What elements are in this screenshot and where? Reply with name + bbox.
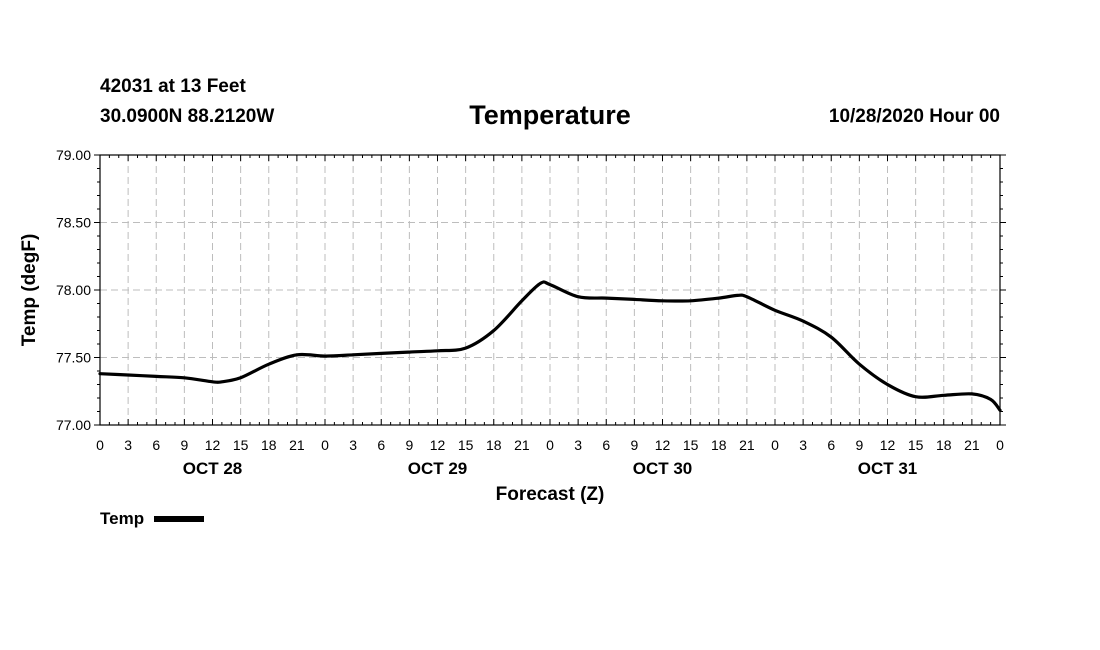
x-tick-label: 15 [233,437,249,453]
x-tick-label: 18 [261,437,277,453]
x-tick-label: 18 [486,437,502,453]
x-tick-label: 9 [630,437,638,453]
x-tick-label: 6 [602,437,610,453]
x-axis-title: Forecast (Z) [496,484,605,505]
x-tick-label: 15 [458,437,474,453]
x-tick-label: 0 [771,437,779,453]
x-tick-label: 9 [180,437,188,453]
chart-title: Temperature [469,100,631,130]
legend-swatch [154,516,205,522]
x-tick-label: 0 [96,437,104,453]
day-label: OCT 31 [858,459,918,478]
x-tick-label: 6 [152,437,160,453]
y-tick-label: 77.50 [56,350,91,366]
x-tick-label: 6 [827,437,835,453]
x-tick-label: 21 [739,437,755,453]
station-label: 42031 at 13 Feet [100,76,246,97]
x-tick-label: 12 [430,437,446,453]
x-tick-label: 15 [908,437,924,453]
x-tick-label: 12 [655,437,671,453]
x-tick-label: 0 [546,437,554,453]
x-tick-label: 18 [711,437,727,453]
y-tick-label: 78.00 [56,282,91,298]
legend-label: Temp [100,509,145,528]
x-tick-label: 21 [514,437,530,453]
series-line-temp [98,280,1002,412]
x-tick-label: 9 [405,437,413,453]
x-tick-label: 3 [799,437,807,453]
x-tick-label: 21 [964,437,980,453]
x-tick-label: 0 [996,437,1004,453]
day-label: OCT 28 [183,459,243,478]
y-tick-label: 79.00 [56,147,91,163]
day-label: OCT 29 [408,459,468,478]
x-tick-label: 15 [683,437,699,453]
x-tick-label: 3 [124,437,132,453]
x-tick-label: 0 [321,437,329,453]
y-tick-label: 78.50 [56,215,91,231]
y-axis-title: Temp (degF) [19,234,40,347]
y-tick-label: 77.00 [56,417,91,433]
x-tick-label: 21 [289,437,305,453]
x-tick-label: 6 [377,437,385,453]
x-tick-label: 18 [936,437,952,453]
x-tick-label: 9 [855,437,863,453]
forecast-run-label: 10/28/2020 Hour 00 [828,106,1000,127]
x-tick-label: 12 [880,437,896,453]
x-tick-label: 3 [574,437,582,453]
x-tick-label: 3 [349,437,357,453]
day-label: OCT 30 [633,459,693,478]
legend: Temp [100,509,205,529]
coordinates-label: 30.0900N 88.2120W [100,106,275,127]
x-tick-label: 12 [205,437,221,453]
